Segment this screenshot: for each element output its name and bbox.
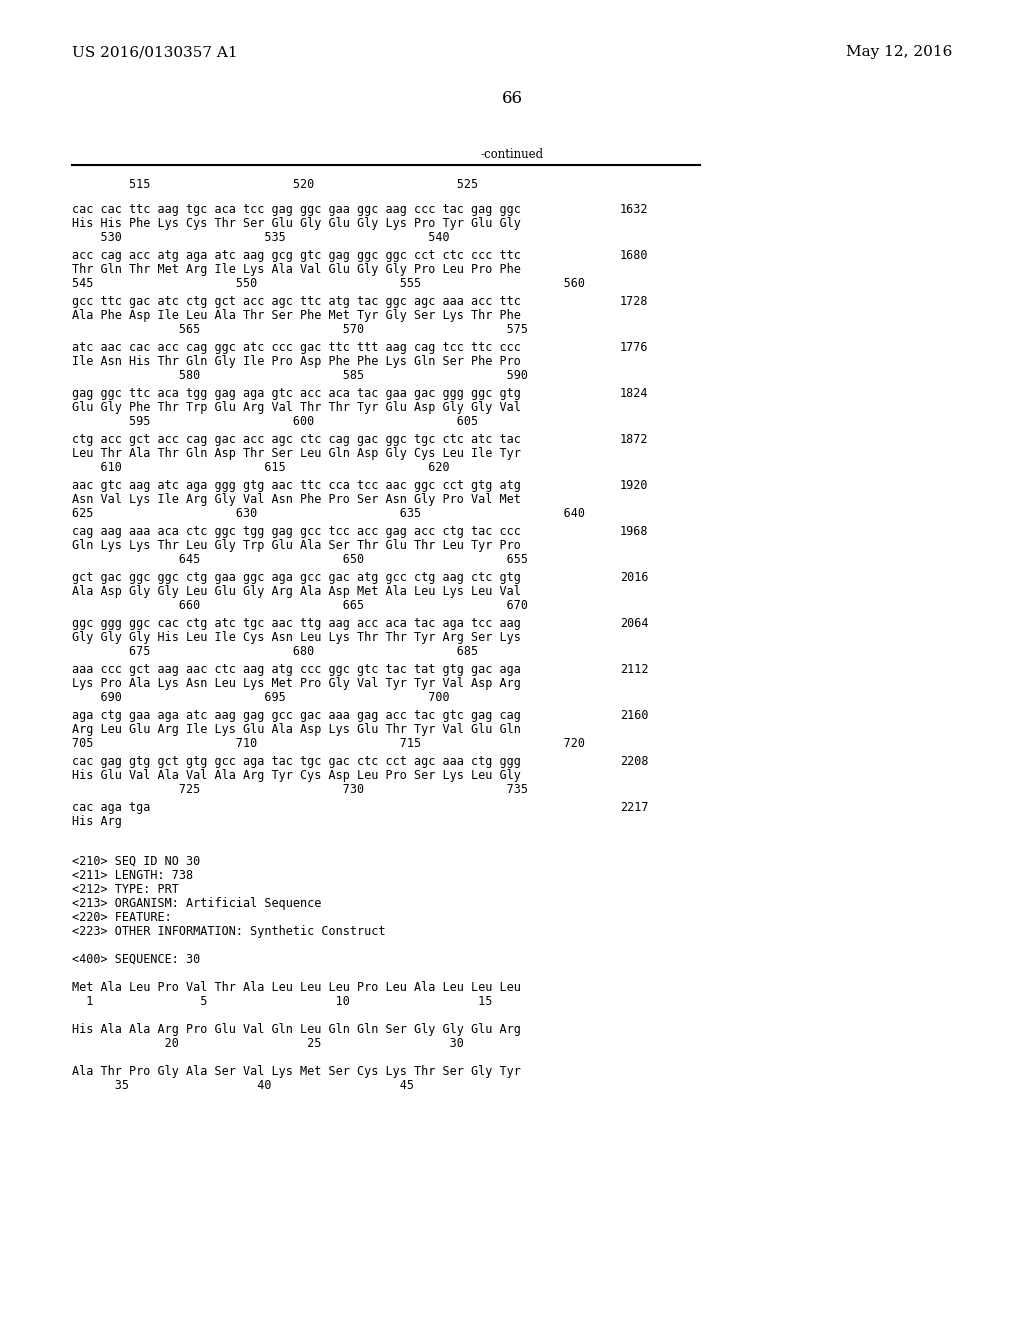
Text: 610                    615                    620: 610 615 620 xyxy=(72,461,450,474)
Text: gag ggc ttc aca tgg gag aga gtc acc aca tac gaa gac ggg ggc gtg: gag ggc ttc aca tgg gag aga gtc acc aca … xyxy=(72,387,521,400)
Text: Thr Gln Thr Met Arg Ile Lys Ala Val Glu Gly Gly Pro Leu Pro Phe: Thr Gln Thr Met Arg Ile Lys Ala Val Glu … xyxy=(72,263,521,276)
Text: 1728: 1728 xyxy=(620,294,648,308)
Text: 1824: 1824 xyxy=(620,387,648,400)
Text: His Glu Val Ala Val Ala Arg Tyr Cys Asp Leu Pro Ser Lys Leu Gly: His Glu Val Ala Val Ala Arg Tyr Cys Asp … xyxy=(72,770,521,781)
Text: aaa ccc gct aag aac ctc aag atg ccc ggc gtc tac tat gtg gac aga: aaa ccc gct aag aac ctc aag atg ccc ggc … xyxy=(72,663,521,676)
Text: 705                    710                    715                    720: 705 710 715 720 xyxy=(72,737,585,750)
Text: <223> OTHER INFORMATION: Synthetic Construct: <223> OTHER INFORMATION: Synthetic Const… xyxy=(72,925,385,939)
Text: atc aac cac acc cag ggc atc ccc gac ttc ttt aag cag tcc ttc ccc: atc aac cac acc cag ggc atc ccc gac ttc … xyxy=(72,341,521,354)
Text: 625                    630                    635                    640: 625 630 635 640 xyxy=(72,507,585,520)
Text: Gln Lys Lys Thr Leu Gly Trp Glu Ala Ser Thr Glu Thr Leu Tyr Pro: Gln Lys Lys Thr Leu Gly Trp Glu Ala Ser … xyxy=(72,539,521,552)
Text: 530                    535                    540: 530 535 540 xyxy=(72,231,450,244)
Text: -continued: -continued xyxy=(480,148,544,161)
Text: Arg Leu Glu Arg Ile Lys Glu Ala Asp Lys Glu Thr Tyr Val Glu Gln: Arg Leu Glu Arg Ile Lys Glu Ala Asp Lys … xyxy=(72,723,521,737)
Text: Lys Pro Ala Lys Asn Leu Lys Met Pro Gly Val Tyr Tyr Val Asp Arg: Lys Pro Ala Lys Asn Leu Lys Met Pro Gly … xyxy=(72,677,521,690)
Text: 2217: 2217 xyxy=(620,801,648,814)
Text: ggc ggg ggc cac ctg atc tgc aac ttg aag acc aca tac aga tcc aag: ggc ggg ggc cac ctg atc tgc aac ttg aag … xyxy=(72,616,521,630)
Text: Gly Gly Gly His Leu Ile Cys Asn Leu Lys Thr Thr Tyr Arg Ser Lys: Gly Gly Gly His Leu Ile Cys Asn Leu Lys … xyxy=(72,631,521,644)
Text: His Arg: His Arg xyxy=(72,814,122,828)
Text: <212> TYPE: PRT: <212> TYPE: PRT xyxy=(72,883,179,896)
Text: 725                    730                    735: 725 730 735 xyxy=(72,783,528,796)
Text: 545                    550                    555                    560: 545 550 555 560 xyxy=(72,277,585,290)
Text: ctg acc gct acc cag gac acc agc ctc cag gac ggc tgc ctc atc tac: ctg acc gct acc cag gac acc agc ctc cag … xyxy=(72,433,521,446)
Text: <213> ORGANISM: Artificial Sequence: <213> ORGANISM: Artificial Sequence xyxy=(72,898,322,909)
Text: <400> SEQUENCE: 30: <400> SEQUENCE: 30 xyxy=(72,953,201,966)
Text: 660                    665                    670: 660 665 670 xyxy=(72,599,528,612)
Text: <211> LENGTH: 738: <211> LENGTH: 738 xyxy=(72,869,194,882)
Text: 66: 66 xyxy=(502,90,522,107)
Text: 2064: 2064 xyxy=(620,616,648,630)
Text: 675                    680                    685: 675 680 685 xyxy=(72,645,478,657)
Text: His His Phe Lys Cys Thr Ser Glu Gly Glu Gly Lys Pro Tyr Glu Gly: His His Phe Lys Cys Thr Ser Glu Gly Glu … xyxy=(72,216,521,230)
Text: <220> FEATURE:: <220> FEATURE: xyxy=(72,911,172,924)
Text: 1968: 1968 xyxy=(620,525,648,539)
Text: 645                    650                    655: 645 650 655 xyxy=(72,553,528,566)
Text: Ala Phe Asp Ile Leu Ala Thr Ser Phe Met Tyr Gly Ser Lys Thr Phe: Ala Phe Asp Ile Leu Ala Thr Ser Phe Met … xyxy=(72,309,521,322)
Text: <210> SEQ ID NO 30: <210> SEQ ID NO 30 xyxy=(72,855,201,869)
Text: 1632: 1632 xyxy=(620,203,648,216)
Text: 1920: 1920 xyxy=(620,479,648,492)
Text: Glu Gly Phe Thr Trp Glu Arg Val Thr Thr Tyr Glu Asp Gly Gly Val: Glu Gly Phe Thr Trp Glu Arg Val Thr Thr … xyxy=(72,401,521,414)
Text: acc cag acc atg aga atc aag gcg gtc gag ggc ggc cct ctc ccc ttc: acc cag acc atg aga atc aag gcg gtc gag … xyxy=(72,249,521,261)
Text: 2112: 2112 xyxy=(620,663,648,676)
Text: aac gtc aag atc aga ggg gtg aac ttc cca tcc aac ggc cct gtg atg: aac gtc aag atc aga ggg gtg aac ttc cca … xyxy=(72,479,521,492)
Text: 580                    585                    590: 580 585 590 xyxy=(72,370,528,381)
Text: cac cac ttc aag tgc aca tcc gag ggc gaa ggc aag ccc tac gag ggc: cac cac ttc aag tgc aca tcc gag ggc gaa … xyxy=(72,203,521,216)
Text: His Ala Ala Arg Pro Glu Val Gln Leu Gln Gln Ser Gly Gly Glu Arg: His Ala Ala Arg Pro Glu Val Gln Leu Gln … xyxy=(72,1023,521,1036)
Text: cac gag gtg gct gtg gcc aga tac tgc gac ctc cct agc aaa ctg ggg: cac gag gtg gct gtg gcc aga tac tgc gac … xyxy=(72,755,521,768)
Text: Asn Val Lys Ile Arg Gly Val Asn Phe Pro Ser Asn Gly Pro Val Met: Asn Val Lys Ile Arg Gly Val Asn Phe Pro … xyxy=(72,492,521,506)
Text: 1776: 1776 xyxy=(620,341,648,354)
Text: 1872: 1872 xyxy=(620,433,648,446)
Text: 2016: 2016 xyxy=(620,572,648,583)
Text: 35                  40                  45: 35 40 45 xyxy=(72,1078,414,1092)
Text: 690                    695                    700: 690 695 700 xyxy=(72,690,450,704)
Text: 595                    600                    605: 595 600 605 xyxy=(72,414,478,428)
Text: gct gac ggc ggc ctg gaa ggc aga gcc gac atg gcc ctg aag ctc gtg: gct gac ggc ggc ctg gaa ggc aga gcc gac … xyxy=(72,572,521,583)
Text: cac aga tga: cac aga tga xyxy=(72,801,151,814)
Text: Ala Asp Gly Gly Leu Glu Gly Arg Ala Asp Met Ala Leu Lys Leu Val: Ala Asp Gly Gly Leu Glu Gly Arg Ala Asp … xyxy=(72,585,521,598)
Text: 1680: 1680 xyxy=(620,249,648,261)
Text: Met Ala Leu Pro Val Thr Ala Leu Leu Leu Pro Leu Ala Leu Leu Leu: Met Ala Leu Pro Val Thr Ala Leu Leu Leu … xyxy=(72,981,521,994)
Text: 2208: 2208 xyxy=(620,755,648,768)
Text: May 12, 2016: May 12, 2016 xyxy=(846,45,952,59)
Text: 565                    570                    575: 565 570 575 xyxy=(72,323,528,337)
Text: Ala Thr Pro Gly Ala Ser Val Lys Met Ser Cys Lys Thr Ser Gly Tyr: Ala Thr Pro Gly Ala Ser Val Lys Met Ser … xyxy=(72,1065,521,1078)
Text: 515                    520                    525: 515 520 525 xyxy=(72,178,478,191)
Text: Leu Thr Ala Thr Gln Asp Thr Ser Leu Gln Asp Gly Cys Leu Ile Tyr: Leu Thr Ala Thr Gln Asp Thr Ser Leu Gln … xyxy=(72,447,521,459)
Text: 2160: 2160 xyxy=(620,709,648,722)
Text: 20                  25                  30: 20 25 30 xyxy=(72,1038,464,1049)
Text: gcc ttc gac atc ctg gct acc agc ttc atg tac ggc agc aaa acc ttc: gcc ttc gac atc ctg gct acc agc ttc atg … xyxy=(72,294,521,308)
Text: cag aag aaa aca ctc ggc tgg gag gcc tcc acc gag acc ctg tac ccc: cag aag aaa aca ctc ggc tgg gag gcc tcc … xyxy=(72,525,521,539)
Text: 1               5                  10                  15: 1 5 10 15 xyxy=(72,995,493,1008)
Text: aga ctg gaa aga atc aag gag gcc gac aaa gag acc tac gtc gag cag: aga ctg gaa aga atc aag gag gcc gac aaa … xyxy=(72,709,521,722)
Text: US 2016/0130357 A1: US 2016/0130357 A1 xyxy=(72,45,238,59)
Text: Ile Asn His Thr Gln Gly Ile Pro Asp Phe Phe Lys Gln Ser Phe Pro: Ile Asn His Thr Gln Gly Ile Pro Asp Phe … xyxy=(72,355,521,368)
